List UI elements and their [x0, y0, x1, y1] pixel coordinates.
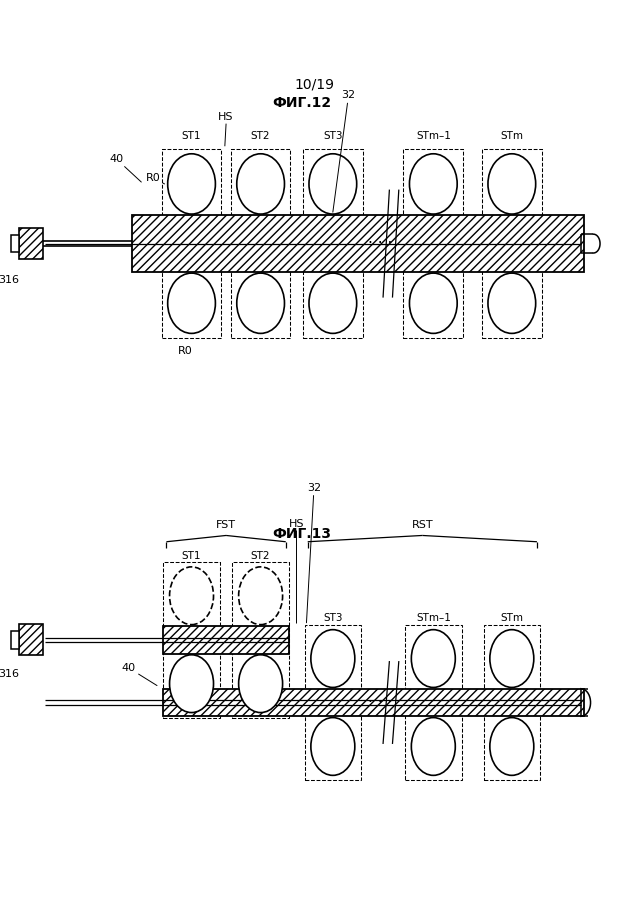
Bar — [163, 689, 584, 717]
Bar — [405, 625, 462, 780]
Ellipse shape — [409, 154, 457, 214]
Text: RST: RST — [411, 521, 433, 530]
Text: ST3: ST3 — [323, 613, 343, 623]
Text: ФИГ.13: ФИГ.13 — [272, 527, 331, 540]
Text: ST1: ST1 — [181, 131, 202, 141]
Text: STm–1: STm–1 — [416, 613, 451, 623]
Text: · · ·: · · · — [368, 695, 392, 710]
Text: STm–1: STm–1 — [416, 131, 451, 141]
Bar — [231, 148, 290, 338]
Bar — [162, 148, 222, 338]
Text: ST3: ST3 — [323, 131, 343, 141]
Text: · · ·: · · · — [368, 236, 392, 251]
Ellipse shape — [409, 273, 457, 334]
Bar — [482, 148, 541, 338]
Ellipse shape — [311, 629, 355, 688]
Bar — [163, 562, 220, 717]
Text: 316: 316 — [0, 669, 19, 680]
Text: 40: 40 — [122, 663, 157, 686]
Text: ST1: ST1 — [181, 550, 202, 561]
Text: ФИГ.12: ФИГ.12 — [272, 96, 331, 110]
Bar — [19, 624, 43, 655]
Ellipse shape — [239, 654, 283, 713]
Bar — [132, 216, 584, 271]
Ellipse shape — [168, 154, 215, 214]
Text: HS: HS — [219, 112, 234, 122]
Bar — [132, 216, 584, 271]
Text: FST: FST — [216, 521, 236, 530]
Ellipse shape — [411, 629, 455, 688]
Bar — [303, 148, 363, 338]
Ellipse shape — [170, 567, 214, 625]
Ellipse shape — [237, 273, 284, 334]
Bar — [484, 625, 540, 780]
Bar — [163, 689, 584, 717]
Ellipse shape — [170, 654, 214, 713]
Bar — [232, 562, 289, 717]
Bar — [404, 148, 463, 338]
Bar — [19, 227, 43, 259]
Text: ST2: ST2 — [251, 131, 271, 141]
Bar — [19, 227, 43, 259]
Text: STm: STm — [501, 613, 523, 623]
Bar — [163, 626, 289, 654]
Text: R0: R0 — [146, 173, 165, 184]
Text: 32: 32 — [333, 91, 355, 212]
Text: 316: 316 — [0, 275, 19, 285]
Ellipse shape — [411, 717, 455, 775]
Ellipse shape — [309, 154, 357, 214]
Text: ST2: ST2 — [251, 550, 271, 561]
Ellipse shape — [309, 273, 357, 334]
Ellipse shape — [237, 154, 284, 214]
Ellipse shape — [490, 717, 534, 775]
Text: 40: 40 — [109, 154, 141, 182]
Bar — [305, 625, 361, 780]
Ellipse shape — [311, 717, 355, 775]
Text: 10/19: 10/19 — [294, 77, 334, 91]
Text: STm: STm — [501, 131, 523, 141]
Bar — [163, 626, 289, 654]
Bar — [19, 624, 43, 655]
Bar — [11, 631, 19, 648]
Ellipse shape — [490, 629, 534, 688]
Bar — [11, 235, 19, 253]
Ellipse shape — [239, 567, 283, 625]
Ellipse shape — [168, 273, 215, 334]
Ellipse shape — [488, 154, 536, 214]
Ellipse shape — [488, 273, 536, 334]
Text: R0: R0 — [178, 346, 193, 356]
Text: 32: 32 — [306, 483, 321, 623]
Text: HS: HS — [289, 519, 304, 529]
